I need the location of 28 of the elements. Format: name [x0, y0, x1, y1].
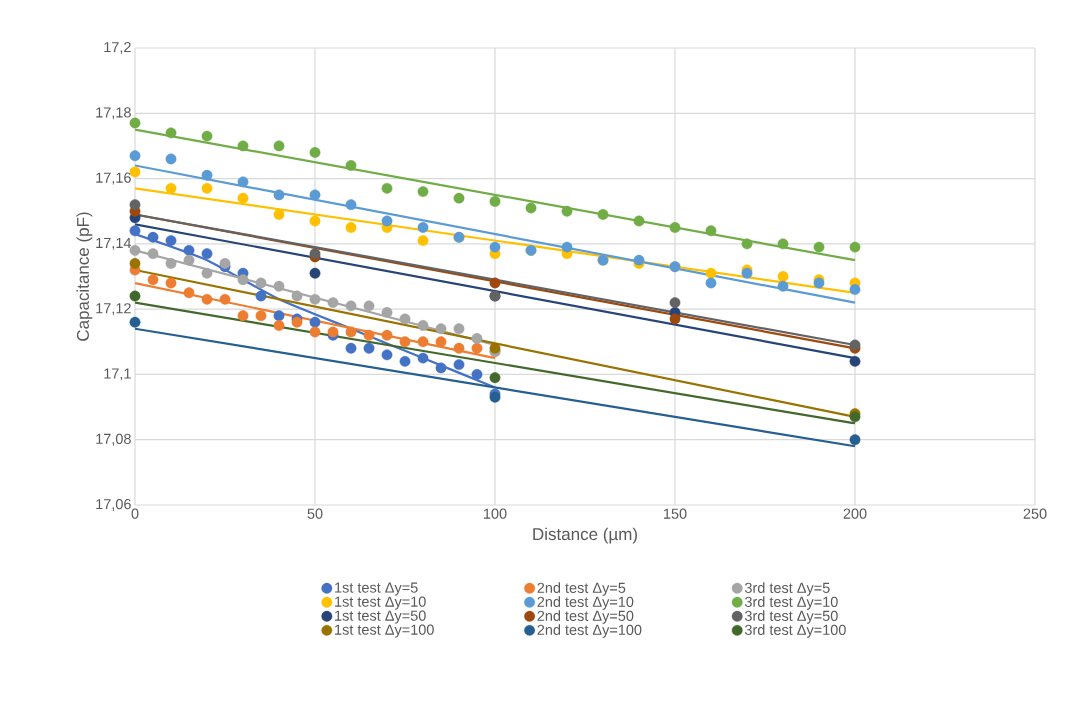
legend-label: 1st test Δy=10 [335, 596, 426, 610]
legend-label: 3rd test Δy=10 [744, 596, 838, 610]
y-axis-title: Capacitance (pF) [76, 212, 93, 341]
x-tick-label: 250 [1023, 508, 1047, 519]
y-tick-label: 17,2 [104, 41, 131, 54]
legend-label: 3rd test Δy=100 [744, 624, 846, 638]
x-axis-title: Distance (µm) [533, 527, 637, 544]
y-tick-label: 17,12 [96, 303, 131, 316]
x-tick-label: 0 [131, 508, 139, 519]
x-tick-label: 100 [484, 508, 507, 519]
x-tick-label: 150 [664, 508, 687, 519]
legend-label: 3rd test Δy=50 [744, 610, 838, 624]
legend-label: 2nd test Δy=50 [537, 610, 634, 624]
legend-label: 2nd test Δy=10 [537, 596, 634, 610]
y-tick-label: 17,18 [96, 107, 131, 120]
y-tick-label: 17,1 [104, 368, 131, 381]
legend-label: 2nd test Δy=100 [537, 624, 642, 638]
y-tick-label: 17,14 [96, 237, 132, 250]
legend-label: 1st test Δy=5 [335, 582, 418, 596]
y-tick-label: 17,06 [96, 498, 131, 511]
x-tick-label: 200 [843, 508, 867, 519]
legend-label: 1st test Δy=100 [335, 624, 434, 638]
x-tick-label: 50 [307, 508, 323, 519]
legend-label: 1st test Δy=50 [335, 610, 426, 624]
y-tick-label: 17,16 [96, 172, 131, 185]
legend-label: 2nd test Δy=5 [537, 582, 626, 596]
legend-label: 3rd test Δy=5 [744, 582, 830, 596]
y-tick-label: 17,08 [96, 433, 131, 446]
